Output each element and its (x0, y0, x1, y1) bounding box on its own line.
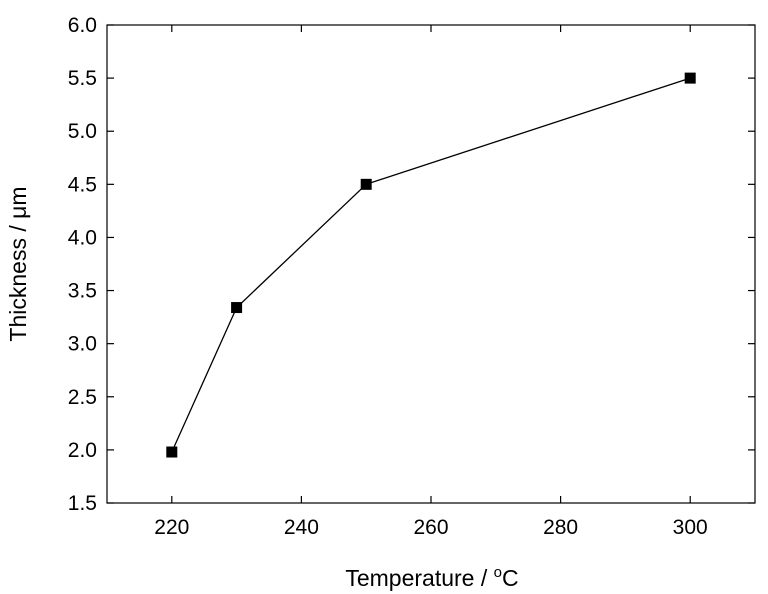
x-axis-title: Temperature / oC (345, 564, 518, 591)
x-tick-label: 300 (673, 516, 708, 539)
plot-frame (106, 24, 756, 504)
data-point-marker (684, 72, 696, 84)
series-line (171, 77, 691, 453)
y-tick-label: 1.5 (68, 492, 97, 515)
x-axis-title-superscript: o (494, 564, 502, 581)
x-axis-title-unit: C (502, 565, 519, 591)
y-axis-ticks: 1.5 2.0 2.5 3.0 3.5 4.0 4.5 5.0 5.5 6.0 (68, 14, 755, 515)
y-tick-label: 5.0 (68, 120, 97, 143)
y-tick-label: 6.0 (68, 14, 97, 37)
y-tick-label: 3.5 (68, 280, 97, 303)
data-point-marker (166, 446, 178, 458)
y-tick-label: 4.0 (68, 226, 97, 249)
x-tick-label: 240 (284, 516, 319, 539)
y-tick-label: 3.0 (68, 333, 97, 356)
data-point-marker (231, 302, 243, 314)
x-tick-label: 260 (413, 516, 448, 539)
x-axis-title-text: Temperature / (345, 565, 493, 591)
data-point-marker (360, 178, 372, 190)
x-tick-label: 220 (154, 516, 189, 539)
y-tick-label: 2.5 (68, 386, 97, 409)
series-group (166, 72, 696, 458)
y-tick-label: 5.5 (68, 67, 97, 90)
x-axis-ticks: 220 240 260 280 300 (154, 25, 708, 539)
y-tick-label: 2.0 (68, 439, 97, 462)
x-tick-label: 280 (543, 516, 578, 539)
y-tick-label: 4.5 (68, 173, 97, 196)
y-axis-title: Thickness / μm (5, 186, 31, 341)
